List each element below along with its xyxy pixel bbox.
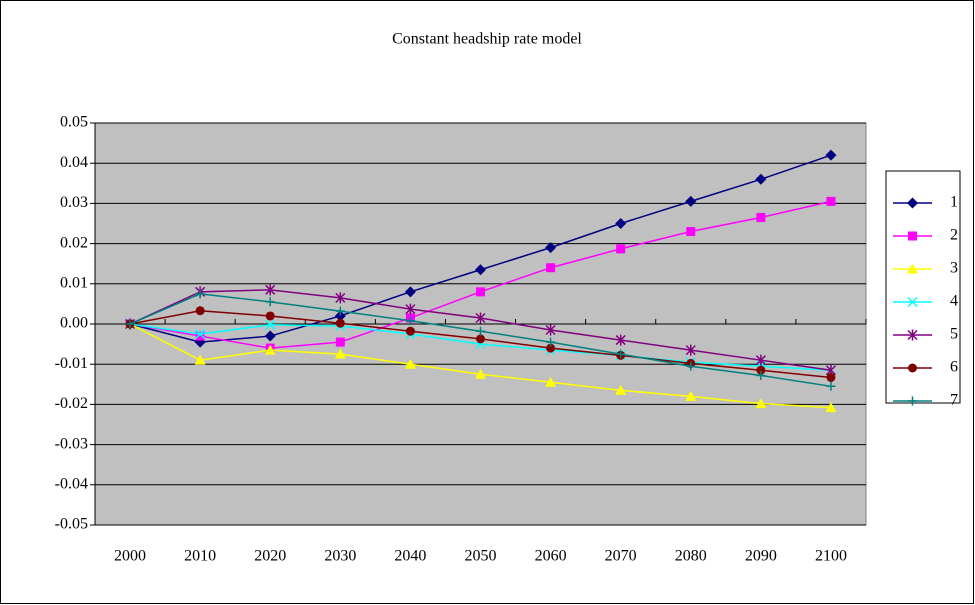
marker <box>907 263 918 274</box>
marker <box>475 264 486 276</box>
x-tick-label: 2020 <box>254 548 286 565</box>
marker <box>476 287 485 297</box>
x-tick-label: 2070 <box>605 548 637 565</box>
y-tick-label: -0.03 <box>55 435 88 452</box>
y-tick-label: 0.05 <box>60 114 88 131</box>
y-tick-label: -0.04 <box>55 475 88 492</box>
marker <box>335 306 345 316</box>
legend-box <box>885 170 961 404</box>
marker <box>404 286 416 298</box>
marker <box>907 296 918 308</box>
marker <box>475 312 486 324</box>
marker <box>755 398 767 409</box>
marker <box>908 396 917 406</box>
marker <box>826 381 836 391</box>
marker <box>335 292 346 304</box>
marker <box>545 324 556 336</box>
marker <box>685 390 697 401</box>
y-tick-label: -0.01 <box>55 355 88 372</box>
x-tick-label: 2080 <box>675 548 707 565</box>
marker <box>335 337 345 347</box>
marker <box>825 149 837 161</box>
marker <box>265 311 275 321</box>
legend-label: 2 <box>950 227 958 244</box>
marker <box>405 326 415 336</box>
x-tick-label: 2090 <box>745 548 777 565</box>
marker <box>405 316 415 326</box>
marker <box>194 354 206 365</box>
marker <box>195 329 206 340</box>
x-tick-label: 2040 <box>394 548 426 565</box>
marker <box>826 372 836 382</box>
marker <box>334 310 346 322</box>
marker <box>476 326 485 336</box>
marker <box>616 349 626 359</box>
marker <box>615 334 626 346</box>
y-tick-label: 0.04 <box>60 154 88 171</box>
marker <box>615 218 627 229</box>
marker <box>616 244 626 254</box>
marker <box>475 368 486 379</box>
x-tick-label: 2000 <box>114 548 146 565</box>
marker <box>265 319 276 330</box>
y-tick-label: -0.05 <box>55 516 88 533</box>
marker <box>908 363 917 373</box>
marker <box>125 319 135 329</box>
marker <box>907 329 918 341</box>
x-tick-label: 2050 <box>465 548 497 565</box>
y-tick-label: 0.03 <box>60 194 88 211</box>
y-tick-label: 0.02 <box>60 234 88 251</box>
marker <box>545 242 557 254</box>
legend-label: 1 <box>950 194 958 211</box>
marker <box>756 370 766 380</box>
x-tick-label: 2010 <box>184 548 216 565</box>
marker <box>755 173 767 185</box>
marker <box>686 361 696 371</box>
marker <box>476 334 485 344</box>
legend-label: 4 <box>950 293 958 310</box>
marker <box>825 402 837 413</box>
y-tick-label: 0.00 <box>60 315 88 332</box>
marker <box>826 196 836 206</box>
marker <box>264 330 276 342</box>
marker <box>686 227 696 237</box>
marker <box>546 343 556 353</box>
marker <box>685 344 696 356</box>
y-tick-label: -0.02 <box>55 395 88 412</box>
marker <box>685 195 697 207</box>
x-tick-label: 2100 <box>815 548 847 565</box>
marker <box>615 384 627 395</box>
marker <box>756 365 766 375</box>
legend-label: 7 <box>950 392 958 409</box>
legend-label: 3 <box>950 260 958 277</box>
marker <box>404 358 416 369</box>
y-tick-label: 0.01 <box>60 274 88 291</box>
marker <box>405 303 416 315</box>
marker <box>334 348 346 359</box>
marker <box>195 289 205 299</box>
marker <box>265 284 276 296</box>
marker <box>756 212 766 222</box>
legend-label: 6 <box>950 359 958 376</box>
chart-title: Constant headship rate model <box>392 31 582 48</box>
marker <box>335 318 345 328</box>
legend-label: 5 <box>950 326 958 343</box>
marker <box>195 331 205 341</box>
marker <box>546 337 556 347</box>
x-tick-label: 2030 <box>324 548 356 565</box>
marker <box>755 354 766 366</box>
marker <box>546 263 556 273</box>
marker <box>907 197 918 209</box>
marker <box>264 344 276 355</box>
marker <box>195 306 205 316</box>
marker <box>908 231 917 241</box>
x-tick-label: 2060 <box>535 548 567 565</box>
marker <box>265 297 275 307</box>
marker <box>545 376 557 387</box>
